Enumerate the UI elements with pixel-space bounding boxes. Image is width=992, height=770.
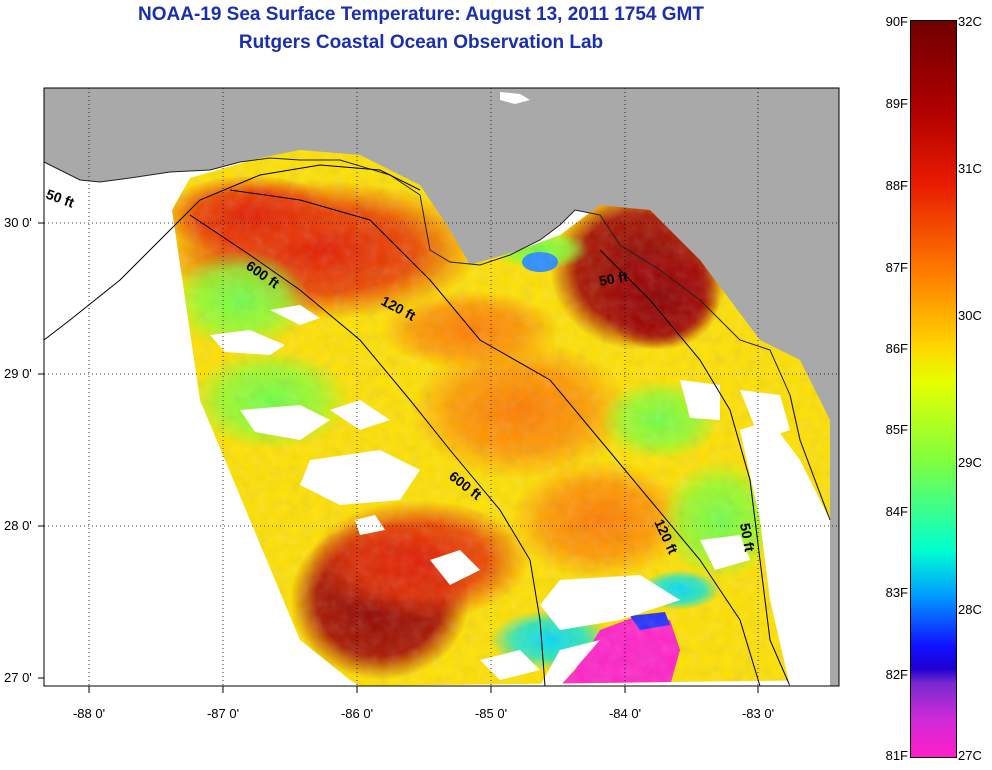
colorbar-f-label: 82F — [885, 667, 908, 682]
temperature-colorbar — [910, 20, 957, 758]
colorbar-c-label: 30C — [958, 308, 982, 323]
axis-ticks — [38, 222, 759, 693]
depth-contours — [43, 164, 791, 687]
lon-label: -86 0' — [340, 706, 374, 721]
nearshore-water — [740, 420, 830, 686]
lat-label: 29 0' — [4, 366, 32, 381]
lon-label: -84 0' — [608, 706, 642, 721]
map-title: NOAA-19 Sea Surface Temperature: August … — [138, 4, 704, 25]
colorbar-c-label: 29C — [958, 455, 982, 470]
colorbar-f-label: 86F — [885, 341, 908, 356]
colorbar-f-label: 84F — [885, 504, 908, 519]
lake — [500, 92, 530, 104]
map-subtitle: Rutgers Coastal Ocean Observation Lab — [238, 32, 604, 53]
lon-label: -87 0' — [206, 706, 240, 721]
lon-label: -83 0' — [741, 706, 775, 721]
colorbar-f-label: 85F — [885, 422, 908, 437]
colorbar-f-label: 81F — [885, 748, 908, 763]
colorbar-f-label: 89F — [885, 96, 908, 111]
contour-label: 50 ft — [598, 268, 629, 289]
colorbar-c-label: 27C — [958, 748, 982, 763]
colorbar-f-label: 90F — [885, 14, 908, 29]
lat-label: 28 0' — [4, 518, 32, 533]
colorbar-c-label: 32C — [958, 14, 982, 29]
lat-label: 30 0' — [4, 215, 32, 230]
colorbar-f-label: 88F — [885, 178, 908, 193]
coastline — [43, 157, 831, 521]
colorbar-f-label: 87F — [885, 260, 908, 275]
lat-label: 27 0' — [4, 670, 32, 685]
graticule — [44, 88, 839, 686]
colorbar-f-label: 83F — [885, 585, 908, 600]
colorbar-c-label: 31C — [958, 161, 982, 176]
colorbar-c-label: 28C — [958, 602, 982, 617]
map-border — [43, 87, 840, 687]
lon-label: -88 0' — [72, 706, 106, 721]
lon-label: -85 0' — [474, 706, 508, 721]
contour-label: 50 ft — [737, 522, 758, 553]
